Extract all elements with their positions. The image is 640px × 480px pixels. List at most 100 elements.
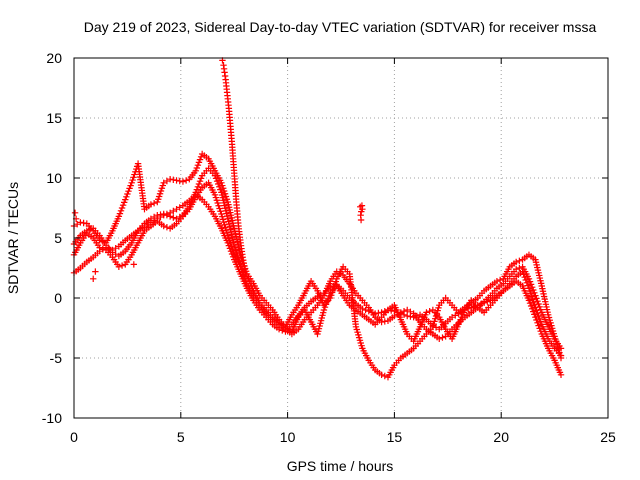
data-point [125,188,132,195]
data-point [150,200,158,207]
data-point [528,284,536,291]
data-point [117,207,125,214]
data-point [525,285,533,292]
data-point [99,245,107,252]
y-axis-label: SDTVAR / TECUs [5,182,21,294]
y-tick-label: 10 [46,170,62,186]
data-point [222,193,230,200]
data-point [452,312,459,319]
data-point [516,264,523,272]
data-point [196,178,204,185]
data-point [157,187,165,195]
data-point [217,186,224,193]
data-point [557,371,565,378]
data-point [115,213,123,220]
data-point [230,248,237,256]
data-point [323,298,331,305]
y-tick-label: -5 [50,350,63,366]
data-point [120,199,128,206]
data-point [535,300,542,308]
data-point [160,179,167,186]
data-point [537,328,544,335]
data-point [214,199,221,207]
data-point [216,205,223,212]
data-point [214,180,222,188]
data-point [156,190,164,197]
data-point [329,286,337,293]
data-point [122,196,129,203]
data-point [531,311,538,318]
data-point [226,237,233,245]
data-point [124,190,131,198]
data-point [112,251,119,258]
data-point [526,300,534,307]
data-point [534,319,541,326]
data-point [524,282,532,289]
data-point [159,182,166,189]
data-point [522,276,529,284]
data-point [221,190,229,197]
data-point [423,309,430,316]
data-point [324,295,332,302]
data-point [163,177,171,185]
data-point [170,214,177,221]
data-point [241,266,249,273]
data-point [527,281,535,288]
x-tick-label: 25 [600,429,616,445]
data-point [127,182,134,189]
data-point [330,283,338,291]
y-tick-label: 20 [46,50,62,66]
data-point [196,156,204,163]
data-point [106,245,113,252]
data-point [158,185,166,192]
data-point [516,257,523,264]
data-point [160,222,167,230]
x-tick-label: 5 [177,429,185,445]
data-point [229,246,236,253]
data-point [224,232,231,239]
x-axis-label: GPS time / hours [287,458,394,474]
data-point [71,209,79,216]
data-point [163,224,171,231]
data-point [530,298,537,306]
data-point [537,306,544,313]
y-tick-label: 5 [54,230,62,246]
data-point [404,306,411,314]
data-point [192,167,199,174]
data-point [123,193,130,200]
data-point [471,303,478,310]
data-point [536,325,543,332]
data-point [332,278,340,285]
data-point [99,238,107,245]
data-point [536,303,543,310]
data-point [126,185,133,192]
data-point [536,315,543,322]
data-point [116,210,124,217]
grid-lines [74,58,608,418]
data-point [225,235,232,242]
data-point [92,268,99,275]
data-point [512,258,520,266]
data-point [326,292,333,300]
data-point [179,178,187,185]
chart-title: Day 219 of 2023, Sidereal Day-to-day VTE… [84,19,597,35]
data-point [533,307,540,314]
data-point [118,204,126,212]
data-point [532,292,539,299]
data-point [537,318,544,325]
data-point [439,334,446,341]
data-point [211,191,219,198]
data-point [212,194,220,201]
data-point [557,354,565,362]
data-point [525,297,533,304]
data-point [535,312,542,320]
data-point [534,298,541,305]
data-point [220,185,227,192]
data-point [357,216,365,224]
data-point [197,153,205,160]
data-point [531,301,538,309]
data-point [170,207,177,215]
data-point [320,306,328,314]
data-point [493,278,501,285]
data-point [154,198,161,206]
